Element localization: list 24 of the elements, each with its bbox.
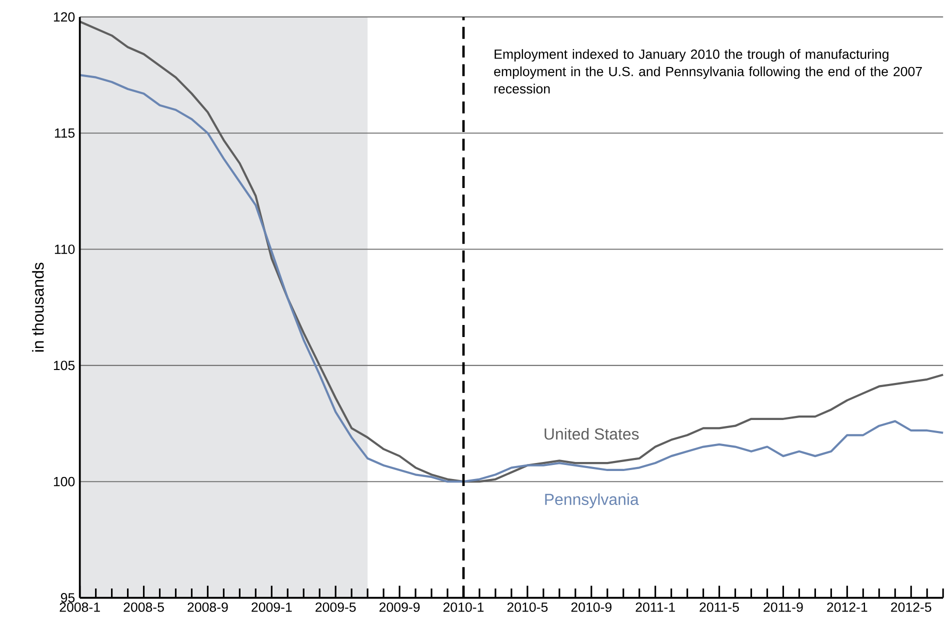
y-tick-label: 120 — [54, 12, 75, 22]
x-tick-label: 2011-5 — [700, 602, 739, 612]
y-axis-title: in thousands — [32, 262, 44, 352]
y-tick-label: 110 — [54, 244, 75, 254]
x-tick-label: 2008-5 — [124, 602, 164, 612]
series-label: United States — [544, 428, 639, 440]
x-tick-label: 2009-5 — [316, 602, 356, 612]
x-tick-label: 2012-1 — [827, 602, 868, 612]
y-tick-label: 100 — [54, 477, 75, 486]
y-tick-label: 105 — [54, 360, 75, 370]
x-tick-label: 2010-5 — [507, 602, 548, 612]
y-tick-label: 95 — [60, 593, 75, 603]
x-tick-label: 2011-9 — [764, 602, 803, 612]
annotation: Employment indexed to January 2010 the trough of manufacturing employment in the U.S. and Pennsylvania following the end of the 2007 recession — [494, 49, 922, 94]
x-tick-label: 2008-1 — [60, 602, 100, 612]
x-tick-label: 2010-1 — [443, 602, 484, 612]
x-tick-label: 2011-1 — [636, 602, 675, 612]
y-tick-label: 115 — [54, 128, 75, 138]
x-tick-label: 2010-9 — [571, 602, 612, 612]
x-tick-label: 2009-1 — [252, 602, 292, 612]
series-label: Pennsylvania — [545, 493, 639, 508]
x-tick-label: 2008-9 — [188, 602, 228, 612]
x-tick-label: 2012-5 — [891, 602, 932, 612]
x-tick-label: 2009-9 — [380, 602, 420, 612]
